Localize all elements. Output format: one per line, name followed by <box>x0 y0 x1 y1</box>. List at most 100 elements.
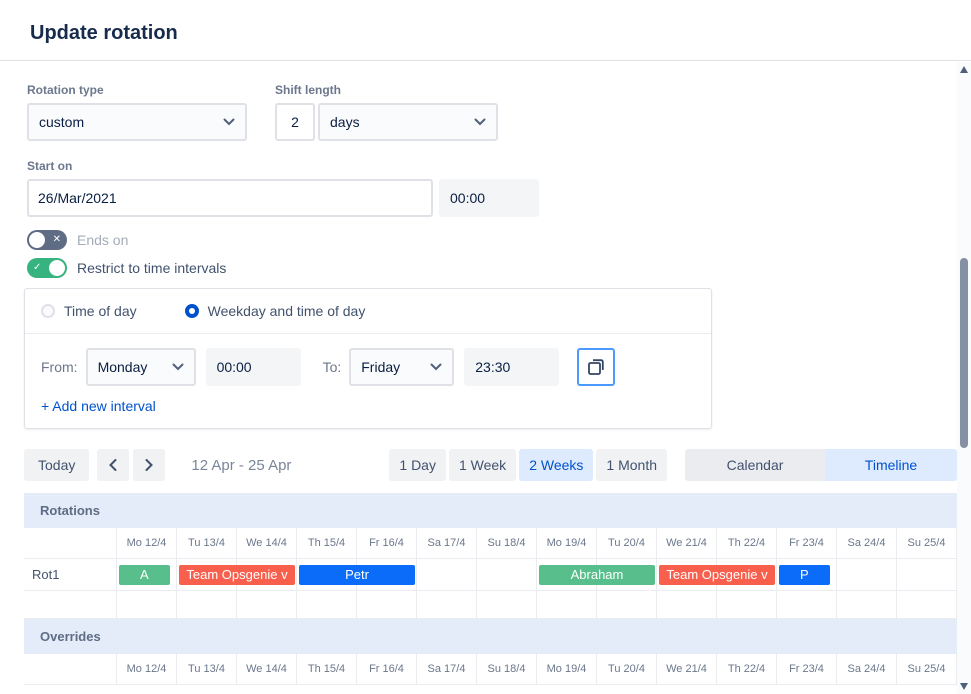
day-header-cell: Fr 23/4 <box>777 654 837 684</box>
scroll-down-arrow-icon[interactable] <box>960 683 968 690</box>
rotation-row: Rot1 A Team Opsgenie v Petr Abraham Team Ops… <box>24 559 957 591</box>
rotation-bar[interactable]: Team Opsgenie v <box>178 564 296 585</box>
scroll-up-arrow-icon[interactable] <box>960 66 968 73</box>
toggle-knob <box>49 260 65 276</box>
timeline-cell[interactable] <box>597 591 657 618</box>
timeline-cell[interactable] <box>177 591 237 618</box>
rotation-type-value: custom <box>39 114 85 130</box>
chevron-down-icon <box>172 363 184 371</box>
timeline-cell[interactable] <box>777 591 837 618</box>
view-1-week-button[interactable]: 1 Week <box>448 449 517 481</box>
timeline-cell[interactable] <box>417 559 477 590</box>
restrict-intervals-label: Restrict to time intervals <box>77 260 227 276</box>
day-header-cell: Mo 12/4 <box>117 528 177 558</box>
shift-length-input[interactable] <box>275 103 315 141</box>
day-header-cell: Th 15/4 <box>297 654 357 684</box>
timeline-cell[interactable] <box>237 591 297 618</box>
view-2-weeks-button[interactable]: 2 Weeks <box>519 449 594 481</box>
day-header-cell: Sa 17/4 <box>417 654 477 684</box>
from-time-input[interactable] <box>205 348 301 386</box>
next-button[interactable] <box>133 449 166 481</box>
calendar-timeline-switch: Calendar Timeline <box>685 449 957 481</box>
chevron-down-icon <box>474 118 486 126</box>
day-header-cell: Sa 17/4 <box>417 528 477 558</box>
timeline-cell[interactable] <box>477 591 537 618</box>
shift-unit-select[interactable]: days <box>318 103 498 141</box>
to-time-input[interactable] <box>464 348 560 386</box>
timeline-cell[interactable] <box>837 591 897 618</box>
timeline-cell[interactable] <box>237 559 297 590</box>
vertical-scrollbar[interactable] <box>957 62 971 694</box>
radio-time-of-day[interactable]: Time of day <box>41 303 137 319</box>
day-header-cell: Mo 19/4 <box>537 528 597 558</box>
toggle-knob <box>29 232 45 248</box>
day-header-cell: We 21/4 <box>657 654 717 684</box>
radio-weekday-time[interactable]: Weekday and time of day <box>184 303 366 319</box>
timeline-cell[interactable] <box>297 591 357 618</box>
rotation-bar[interactable]: Abraham <box>538 564 656 585</box>
page-title: Update rotation <box>30 22 178 44</box>
day-header-cell: Mo 12/4 <box>117 654 177 684</box>
timeline-cell[interactable] <box>897 559 957 590</box>
view-1-month-button[interactable]: 1 Month <box>596 449 667 481</box>
day-header-cells: Mo 12/4 Tu 13/4 We 14/4 Th 15/4 Fr 16/4 Sa 17… <box>117 528 957 558</box>
timeline-cell[interactable] <box>117 559 177 590</box>
day-header-cell: Th 22/4 <box>717 528 777 558</box>
day-header-cell: Mo 19/4 <box>537 654 597 684</box>
to-day-select[interactable]: Friday <box>349 348 455 386</box>
from-day-select[interactable]: Monday <box>85 348 196 386</box>
calendar-toolbar: Today 12 Apr - 25 Apr 1 Day 1 Week 2 Wee… <box>24 449 957 481</box>
day-header-cell: Tu 13/4 <box>177 654 237 684</box>
ends-on-toggle[interactable]: ✕ <box>27 230 67 250</box>
timeline-cell[interactable] <box>417 591 477 618</box>
dialog-content: Rotation type custom Shift length days S… <box>0 61 957 694</box>
timeline-cell[interactable] <box>837 559 897 590</box>
rotation-bar[interactable]: Team Opsgenie v <box>658 564 776 585</box>
copy-icon <box>588 359 604 375</box>
date-range-label: 12 Apr - 25 Apr <box>191 456 292 474</box>
timeline-cell[interactable] <box>657 591 717 618</box>
timeline-cell[interactable] <box>357 559 417 590</box>
shift-length-label: Shift length <box>275 83 341 97</box>
chevron-down-icon <box>223 118 235 126</box>
timeline-cell[interactable] <box>717 591 777 618</box>
copy-interval-button[interactable] <box>577 348 616 386</box>
today-button[interactable]: Today <box>24 449 90 481</box>
rotation-row-track: A Team Opsgenie v Petr Abraham Team Opsgenie… <box>117 559 957 590</box>
timeline-cell[interactable] <box>597 559 657 590</box>
empty-row-label <box>24 591 117 618</box>
day-header-cell: Fr 16/4 <box>357 528 417 558</box>
rotation-bar[interactable]: P <box>778 564 830 585</box>
timeline-cell[interactable] <box>477 559 537 590</box>
add-interval-link[interactable]: + Add new interval <box>41 398 156 414</box>
calendar-tab[interactable]: Calendar <box>685 449 825 481</box>
divider <box>25 333 711 334</box>
timeline-tab[interactable]: Timeline <box>825 449 957 481</box>
day-header-cell: Su 18/4 <box>477 654 537 684</box>
timeline-corner-cell <box>24 528 117 558</box>
timeline-cell[interactable] <box>357 591 417 618</box>
start-time-input[interactable] <box>439 179 539 217</box>
timeline-cell[interactable] <box>117 591 177 618</box>
rotation-bar[interactable]: Petr <box>298 564 416 585</box>
chevron-down-icon <box>430 363 442 371</box>
radio-weekday-time-label: Weekday and time of day <box>207 303 366 319</box>
timeline-cell[interactable] <box>537 591 597 618</box>
view-1-day-button[interactable]: 1 Day <box>389 449 446 481</box>
timeline-cell[interactable] <box>897 591 957 618</box>
timeline-cell[interactable] <box>717 559 777 590</box>
scrollbar-thumb[interactable] <box>960 258 968 448</box>
day-header-cell: We 14/4 <box>237 528 297 558</box>
timeline-cell[interactable] <box>777 559 837 590</box>
to-label: To: <box>322 359 342 375</box>
prev-button[interactable] <box>97 449 130 481</box>
rotation-type-select[interactable]: custom <box>27 103 247 141</box>
day-header-cell: Su 25/4 <box>897 654 957 684</box>
day-header-row: Mo 12/4 Tu 13/4 We 14/4 Th 15/4 Fr 16/4 Sa 17… <box>24 528 957 559</box>
interval-panel: Time of day Weekday and time of day From… <box>24 288 712 429</box>
rotation-bar[interactable]: A <box>118 564 170 585</box>
start-date-input[interactable] <box>27 179 433 217</box>
restrict-intervals-toggle[interactable]: ✓ <box>27 258 67 278</box>
view-switcher: 1 Day 1 Week 2 Weeks 1 Month <box>389 449 667 481</box>
timeline-grid: Rotations Mo 12/4 Tu 13/4 We 14/4 Th 15/4 Fr… <box>24 493 957 685</box>
